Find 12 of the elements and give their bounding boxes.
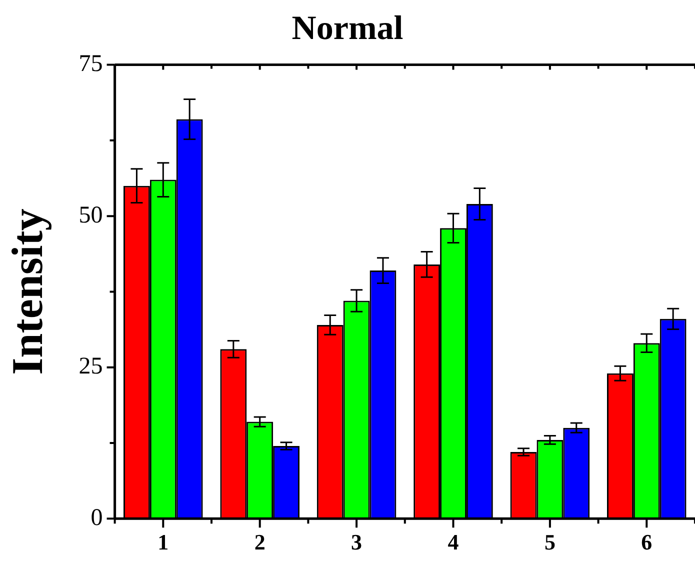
y-axis-title: Intensity — [2, 208, 52, 375]
x-tick-label: 6 — [641, 529, 652, 554]
chart-title: Normal — [292, 10, 404, 48]
x-tick-label: 3 — [351, 529, 362, 554]
x-tick-label: 2 — [254, 529, 266, 554]
x-tick-label: 5 — [544, 529, 556, 554]
y-tick-label: 0 — [90, 504, 103, 531]
y-tick-label: 50 — [78, 202, 103, 228]
x-tick-label: 1 — [158, 529, 169, 554]
y-tick-label: 25 — [78, 354, 103, 380]
x-tick-label: 4 — [448, 529, 459, 554]
y-tick-label: 75 — [78, 51, 103, 78]
